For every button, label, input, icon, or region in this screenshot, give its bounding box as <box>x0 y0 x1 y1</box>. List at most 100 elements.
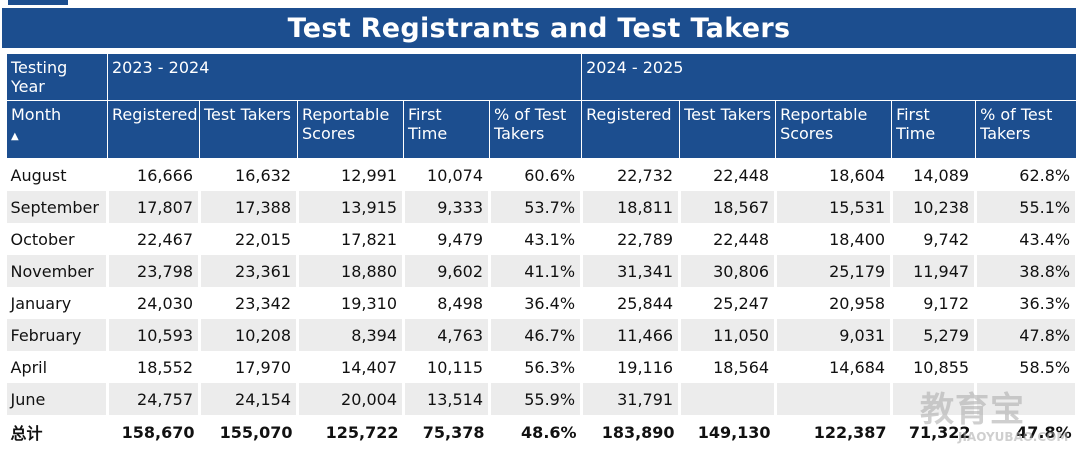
value-cell: 17,970 <box>199 351 299 383</box>
value-cell: 18,880 <box>297 255 405 287</box>
value-cell: 17,388 <box>199 191 299 223</box>
value-cell: 30,806 <box>679 255 778 287</box>
value-cell: 17,807 <box>107 191 201 223</box>
table-row: April 18,552 17,970 14,407 10,115 56.3% 19,116… <box>6 351 1079 383</box>
value-cell: 10,115 <box>403 351 491 383</box>
month-cell: November <box>6 255 109 287</box>
table-row: September 17,807 17,388 13,915 9,333 53.7% 18,… <box>6 191 1079 223</box>
value-cell: 36.3% <box>975 287 1079 319</box>
value-cell: 20,004 <box>297 383 405 415</box>
col-header: Registered <box>581 100 681 159</box>
total-row: 总计 158,670 155,070 125,722 75,378 48.6% 183,89… <box>7 415 1077 449</box>
year-header-2: 2024 - 2025 <box>581 53 1078 101</box>
value-cell: 18,604 <box>775 158 894 191</box>
value-cell: 23,361 <box>199 255 299 287</box>
value-cell: 14,407 <box>297 351 405 383</box>
value-cell: 13,514 <box>403 383 491 415</box>
col-header: Reportable Scores <box>775 100 893 159</box>
value-cell: 10,074 <box>403 158 491 191</box>
value-cell: 38.8% <box>975 255 1079 287</box>
col-header: Test Takers <box>199 100 298 159</box>
value-cell: 14,684 <box>775 351 894 383</box>
value-cell: 11,466 <box>581 319 682 351</box>
total-cell: 183,890 <box>601 422 675 442</box>
table-row: June 24,757 24,154 20,004 13,514 55.9% 31,791 <box>6 383 1079 415</box>
value-cell: 41.1% <box>489 255 584 287</box>
value-cell: 18,552 <box>107 351 201 383</box>
month-cell: September <box>6 191 109 223</box>
value-cell: 9,602 <box>403 255 491 287</box>
value-cell: 10,238 <box>891 191 978 223</box>
value-cell: 20,958 <box>775 287 894 319</box>
value-cell: 22,789 <box>581 223 682 255</box>
value-cell: 22,448 <box>679 158 778 191</box>
total-cell: 122,387 <box>813 422 887 442</box>
value-cell: 24,757 <box>107 383 201 415</box>
total-cell: 149,130 <box>697 422 771 442</box>
watermark-logo: 教育宝 JIAOYUBAO.COM <box>920 390 1069 444</box>
value-cell: 13,915 <box>297 191 405 223</box>
total-cell: 48.6% <box>521 422 577 442</box>
value-cell: 18,400 <box>775 223 894 255</box>
col-header: % of Test Takers <box>488 100 583 159</box>
value-cell: 23,342 <box>199 287 299 319</box>
table-row: August 16,666 16,632 12,991 10,074 60.6% 22,73… <box>6 158 1079 191</box>
value-cell: 24,154 <box>199 383 299 415</box>
value-cell: 10,208 <box>199 319 299 351</box>
month-cell: October <box>6 223 109 255</box>
table-row: February 10,593 10,208 8,394 4,763 46.7% 11,46… <box>6 319 1079 351</box>
value-cell: 22,467 <box>107 223 201 255</box>
value-cell: 22,015 <box>199 223 299 255</box>
value-cell: 18,567 <box>679 191 778 223</box>
value-cell: 23,798 <box>107 255 201 287</box>
total-cell: 47.8% <box>1016 422 1072 442</box>
value-cell: 17,821 <box>297 223 405 255</box>
sort-ascending-icon[interactable]: ▲ <box>11 131 19 142</box>
value-cell: 22,732 <box>581 158 682 191</box>
value-cell <box>891 383 978 415</box>
year-header-1: 2023 - 2024 <box>106 53 583 101</box>
value-cell: 18,811 <box>581 191 682 223</box>
total-cell: 75,378 <box>422 422 485 442</box>
value-cell <box>679 383 778 415</box>
top-accent-bar <box>8 0 68 5</box>
table-row: October 22,467 22,015 17,821 9,479 43.1% 22,78… <box>6 223 1079 255</box>
value-cell: 55.1% <box>975 191 1079 223</box>
col-header: Test Takers <box>679 100 777 159</box>
value-cell: 9,333 <box>403 191 491 223</box>
col-header: % of Test Takers <box>975 100 1078 159</box>
data-table: Testing Year 2023 - 2024 2024 - 2025 Mon… <box>6 53 1079 449</box>
value-cell: 5,279 <box>891 319 978 351</box>
table-row: November 23,798 23,361 18,880 9,602 41.1% 31,3… <box>6 255 1079 287</box>
page-title: Test Registrants and Test Takers <box>2 8 1076 48</box>
value-cell: 25,844 <box>581 287 682 319</box>
total-cell: 125,722 <box>325 422 399 442</box>
value-cell: 9,031 <box>775 319 894 351</box>
value-cell: 9,742 <box>891 223 978 255</box>
total-cell: 158,670 <box>121 422 195 442</box>
value-cell: 24,030 <box>107 287 201 319</box>
total-label: 总计 <box>10 424 43 443</box>
value-cell: 4,763 <box>403 319 491 351</box>
value-cell: 10,593 <box>107 319 201 351</box>
month-cell: April <box>6 351 109 383</box>
value-cell: 43.1% <box>489 223 584 255</box>
value-cell: 31,341 <box>581 255 682 287</box>
value-cell: 8,394 <box>297 319 405 351</box>
value-cell: 55.9% <box>489 383 584 415</box>
value-cell: 36.4% <box>489 287 584 319</box>
month-cell: June <box>6 383 109 415</box>
month-header[interactable]: Month ▲ <box>6 100 108 159</box>
value-cell: 11,947 <box>891 255 978 287</box>
total-cell: 155,070 <box>219 422 293 442</box>
value-cell: 16,632 <box>199 158 299 191</box>
total-cell: 71,322 <box>908 422 971 442</box>
col-header: First Time <box>891 100 977 159</box>
value-cell <box>975 383 1079 415</box>
value-cell: 31,791 <box>581 383 682 415</box>
value-cell <box>775 383 894 415</box>
value-cell: 8,498 <box>403 287 491 319</box>
month-cell: January <box>6 287 109 319</box>
value-cell: 19,310 <box>297 287 405 319</box>
value-cell: 12,991 <box>297 158 405 191</box>
